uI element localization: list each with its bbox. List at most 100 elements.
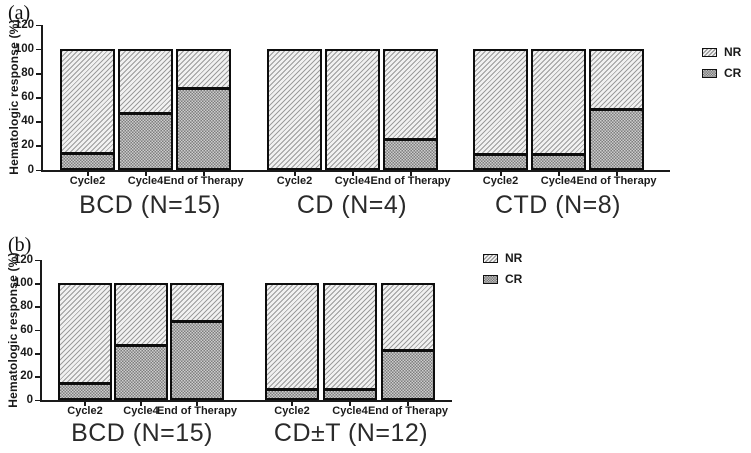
x-tick-label: Cycle4 xyxy=(127,175,164,187)
x-tick xyxy=(291,402,293,406)
x-tick xyxy=(196,402,198,406)
bar xyxy=(267,49,322,170)
legend-label: CR xyxy=(724,66,742,80)
x-tick-label: End of Therapy xyxy=(163,175,244,187)
y-tick-label: 60 xyxy=(20,323,33,336)
bar xyxy=(325,49,380,170)
bar-cr-segment xyxy=(116,343,166,398)
x-tick-label: End of Therapy xyxy=(370,175,451,187)
y-tick-label: 80 xyxy=(20,300,33,313)
nr-pattern-swatch-icon xyxy=(483,253,498,263)
bar-cr-segment xyxy=(267,388,317,398)
x-tick-label: Cycle2 xyxy=(274,405,310,417)
y-tick-label: 20 xyxy=(21,139,34,152)
y-tick-label: 0 xyxy=(26,393,33,406)
y-tick-label: 60 xyxy=(21,91,34,103)
x-axis xyxy=(41,170,670,172)
x-tick-label: End of Therapy xyxy=(156,405,238,417)
x-tick-label: Cycle2 xyxy=(67,405,103,417)
bar-cr-segment xyxy=(172,320,222,398)
x-tick xyxy=(84,402,86,406)
y-axis xyxy=(41,25,43,172)
y-tick xyxy=(36,169,41,172)
bar xyxy=(383,49,438,170)
x-tick xyxy=(349,402,351,406)
x-tick-label: Cycle4 xyxy=(334,175,371,187)
bar-cr-segment xyxy=(120,111,171,168)
group-label: CD (N=4) xyxy=(296,191,408,219)
group-label: CTD (N=8) xyxy=(494,191,622,219)
legend-item: NR xyxy=(702,46,741,58)
cr-pattern-swatch-icon xyxy=(702,68,717,78)
bar-cr-segment xyxy=(178,87,229,168)
bar-cr-segment xyxy=(325,388,375,398)
bar-cr-segment xyxy=(62,151,113,168)
y-tick xyxy=(35,306,40,308)
y-tick-label: 100 xyxy=(13,276,33,289)
bar xyxy=(170,283,224,400)
y-tick xyxy=(36,48,41,51)
bar xyxy=(114,283,168,400)
y-tick-label: 40 xyxy=(20,346,33,359)
x-tick-label: End of Therapy xyxy=(576,175,657,187)
x-tick xyxy=(202,172,205,176)
legend-label: CR xyxy=(505,272,523,286)
bar xyxy=(589,49,644,170)
y-tick-label: 80 xyxy=(21,66,34,79)
x-axis xyxy=(40,400,452,402)
y-tick xyxy=(35,399,40,402)
bar-cr-segment xyxy=(385,137,436,168)
y-tick xyxy=(36,121,41,123)
bar xyxy=(381,283,435,400)
x-tick xyxy=(409,172,412,176)
x-tick xyxy=(144,172,147,176)
bar xyxy=(118,49,173,170)
bar xyxy=(176,49,231,170)
y-tick-label: 120 xyxy=(14,18,34,31)
legend-label: NR xyxy=(505,251,523,265)
x-tick-label: Cycle4 xyxy=(540,175,577,187)
x-tick-label: Cycle4 xyxy=(123,405,159,417)
x-tick xyxy=(615,172,618,176)
y-tick xyxy=(36,145,41,148)
bar xyxy=(265,283,319,400)
panel-label: (a) xyxy=(8,2,31,24)
x-tick-label: Cycle2 xyxy=(482,175,519,187)
y-tick xyxy=(35,329,40,332)
bar-cr-segment xyxy=(60,382,110,398)
bar-cr-segment xyxy=(383,349,433,398)
bar xyxy=(531,49,586,170)
bar xyxy=(58,283,112,400)
y-tick-label: 120 xyxy=(13,253,33,266)
group-label: BCD (N=15) xyxy=(71,419,213,447)
x-tick xyxy=(293,172,296,176)
x-tick xyxy=(86,172,89,176)
x-tick xyxy=(499,172,502,176)
y-tick xyxy=(35,352,40,355)
x-tick xyxy=(140,402,142,406)
legend-item: NR xyxy=(483,252,522,264)
group-label: CD±T (N=12) xyxy=(273,419,429,447)
y-tick-label: 20 xyxy=(20,370,33,383)
y-tick xyxy=(36,72,41,75)
y-tick-label: 40 xyxy=(21,115,34,128)
bar xyxy=(60,49,115,170)
x-tick-label: Cycle2 xyxy=(69,175,106,187)
y-tick-label: 100 xyxy=(14,42,34,55)
y-tick xyxy=(36,97,41,99)
x-tick-label: End of Therapy xyxy=(367,405,449,417)
x-tick-label: Cycle2 xyxy=(276,175,313,187)
x-tick xyxy=(557,172,560,176)
y-tick xyxy=(36,24,41,27)
panel-label: (b) xyxy=(8,234,32,256)
legend-item: CR xyxy=(702,67,741,79)
legend: NR CR xyxy=(483,252,522,294)
x-tick-label: Cycle4 xyxy=(332,405,368,417)
legend-item: CR xyxy=(483,273,522,285)
cr-pattern-swatch-icon xyxy=(483,274,498,284)
bar xyxy=(473,49,528,170)
y-tick xyxy=(35,376,40,378)
bar-cr-segment xyxy=(533,152,584,168)
group-label: BCD (N=15) xyxy=(79,191,221,219)
